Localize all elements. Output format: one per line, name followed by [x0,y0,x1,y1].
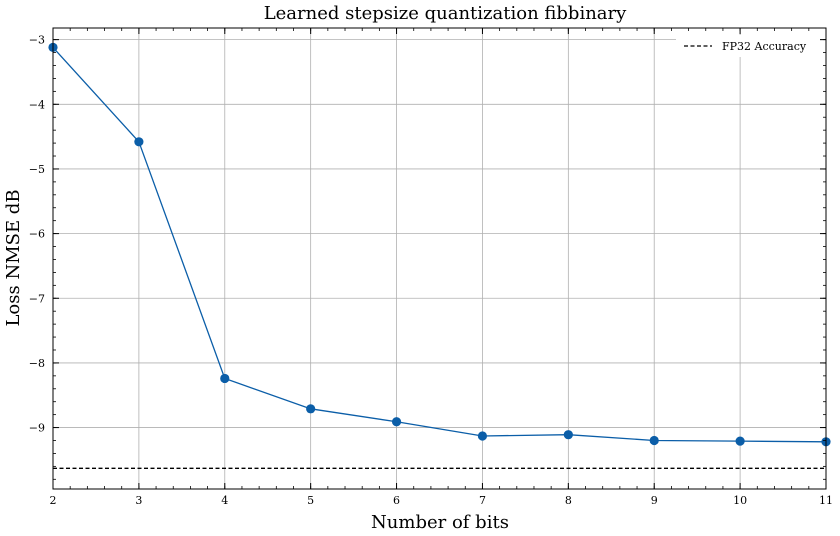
x-tick-label: 4 [221,494,228,507]
grid [52,28,827,489]
data-point [563,430,573,440]
ticks: 2 3 4 5 6 7 8 9 10 11 −3 −4 −5 −6 −7 −8 −9 [29,28,833,507]
y-tick-label: −3 [29,34,45,47]
x-axis-label: Number of bits [371,512,509,533]
y-tick-label: −4 [29,98,45,111]
y-tick-label: −7 [29,292,45,305]
data-point [220,373,230,384]
x-tick-label: 9 [651,494,658,507]
data-point [649,435,659,446]
y-tick-label: −6 [29,228,45,241]
x-tick-label: 3 [135,494,142,507]
x-tick-label: 5 [307,494,314,507]
legend: FP32 Accuracy [676,35,820,57]
x-tick-label: 11 [819,494,833,507]
data-point [735,436,745,446]
y-tick-label: −5 [29,163,45,176]
legend-box [676,35,820,57]
y-tick-label: −9 [29,422,45,435]
data-point [477,431,488,441]
series-line [52,46,827,443]
data-point [306,404,316,414]
data-point [134,137,144,147]
plot-frame [52,27,827,490]
y-tick-label: −8 [29,357,45,370]
x-tick-label: 2 [50,494,57,507]
x-tick-label: 7 [479,494,486,507]
x-tick-label: 6 [393,494,400,507]
series-layer [48,42,831,447]
data-point [391,417,402,427]
y-axis-label: Loss NMSE dB [3,189,24,326]
x-tick-label: 10 [733,494,747,507]
legend-label-fp32: FP32 Accuracy [722,40,807,53]
chart-title: Learned stepsize quantization fibbinary [264,3,627,24]
x-tick-label: 8 [565,494,572,507]
